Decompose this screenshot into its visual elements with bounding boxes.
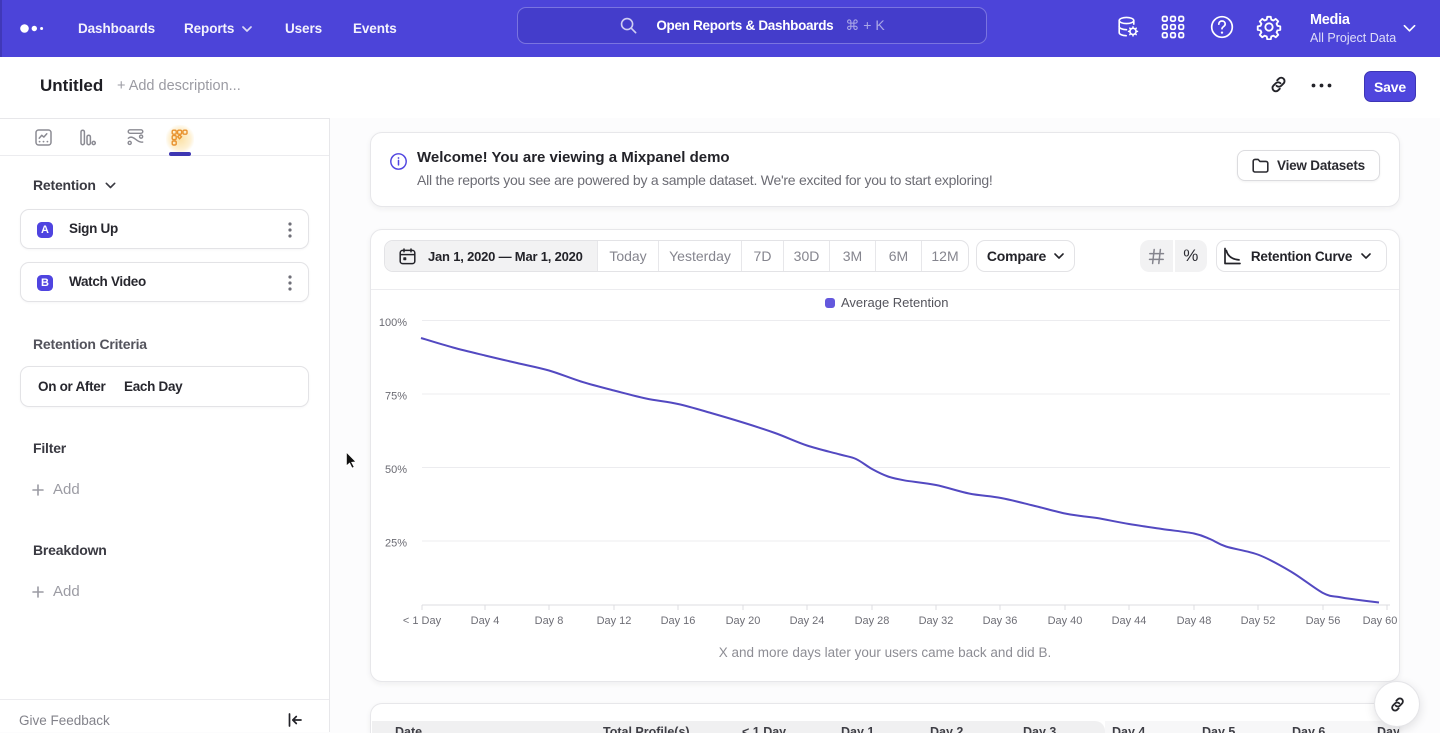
svg-text:Day 48: Day 48 [1177,615,1212,627]
svg-text:X and more days later your use: X and more days later your users came ba… [719,645,1051,660]
svg-text:Day 24: Day 24 [790,615,825,627]
svg-text:< 1 Day: < 1 Day [403,615,442,627]
svg-text:50%: 50% [385,464,407,476]
svg-text:75%: 75% [385,391,407,403]
svg-text:Day 20: Day 20 [726,615,761,627]
svg-text:Day 4: Day 4 [471,615,500,627]
svg-text:25%: 25% [385,538,407,550]
svg-text:Day 12: Day 12 [597,615,632,627]
svg-text:Day 60: Day 60 [1363,615,1398,627]
svg-text:Day 8: Day 8 [535,615,564,627]
svg-text:Day 44: Day 44 [1112,615,1147,627]
svg-text:Day 28: Day 28 [855,615,890,627]
svg-text:Average Retention: Average Retention [841,295,948,310]
svg-text:Day 56: Day 56 [1306,615,1341,627]
svg-text:Day 52: Day 52 [1241,615,1276,627]
svg-text:Day 36: Day 36 [983,615,1018,627]
svg-text:Day 16: Day 16 [661,615,696,627]
svg-text:100%: 100% [379,317,407,329]
svg-text:Day 40: Day 40 [1048,615,1083,627]
svg-text:Day 32: Day 32 [919,615,954,627]
